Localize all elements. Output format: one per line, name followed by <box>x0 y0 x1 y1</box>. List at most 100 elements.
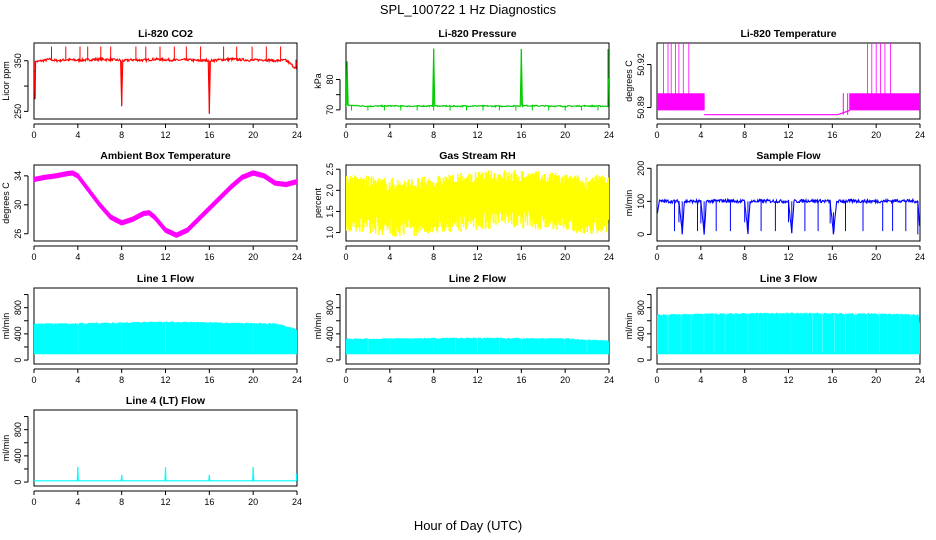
panel-1: Li-820 Pressure kPa 0 4 8 12 16 20 24 70 80 <box>313 28 614 140</box>
x-tick-label: 24 <box>915 130 925 140</box>
plot-frame <box>33 42 298 120</box>
x-tick-label: 12 <box>472 130 482 140</box>
series-band <box>346 337 609 354</box>
x-tick-label: 0 <box>654 375 659 385</box>
x-tick-label: 8 <box>119 252 124 262</box>
data-layer <box>34 321 297 355</box>
x-tick-label: 24 <box>604 130 614 140</box>
series-line <box>657 197 920 235</box>
x-tick-label: 8 <box>742 375 747 385</box>
data-layer <box>34 466 297 482</box>
x-tick-label: 4 <box>75 497 80 507</box>
panel-5: Sample Flow ml/min 0 4 8 12 16 20 24 0 100 200 <box>624 150 925 262</box>
x-tick-label: 8 <box>119 130 124 140</box>
y-tick-label: 800 <box>13 300 23 315</box>
plot-frame <box>345 287 610 365</box>
panel-4: Gas Stream RH percent 0 4 8 12 16 20 24 1.0 1.5 2.0… <box>313 150 614 262</box>
x-tick-label: 8 <box>742 130 747 140</box>
x-tick-label: 16 <box>827 375 837 385</box>
panel-title: Li-820 CO2 <box>138 28 193 40</box>
x-tick-label: 24 <box>915 375 925 385</box>
x-tick-label: 8 <box>119 375 124 385</box>
x-tick-label: 8 <box>119 497 124 507</box>
data-layer <box>657 43 920 116</box>
panel-title: Sample Flow <box>756 150 821 162</box>
x-tick-label: 24 <box>292 252 302 262</box>
x-tick-label: 12 <box>160 497 170 507</box>
y-tick-label: 30 <box>13 200 23 210</box>
y-tick-label: 0 <box>636 232 646 237</box>
y-tick-label: 2.5 <box>325 163 335 176</box>
y-axis-label: ml/min <box>1 435 11 462</box>
x-tick-label: 24 <box>604 375 614 385</box>
y-tick-label: 50.92 <box>636 53 646 76</box>
y-axis-label: ml/min <box>624 190 634 217</box>
panel-title: Ambient Box Temperature <box>100 150 231 162</box>
plot-frame <box>656 42 921 120</box>
y-tick-label: 800 <box>13 422 23 437</box>
x-tick-label: 12 <box>472 252 482 262</box>
x-tick-label: 8 <box>431 130 436 140</box>
plot-frame <box>33 409 298 487</box>
x-tick-label: 24 <box>292 375 302 385</box>
panel-8: Line 3 Flow ml/min 0 4 8 12 16 20 24 0 400 800 <box>624 273 925 385</box>
x-tick-label: 4 <box>698 375 703 385</box>
y-tick-label: 400 <box>636 326 646 341</box>
panel-title: Gas Stream RH <box>439 150 515 162</box>
x-tick-label: 4 <box>75 375 80 385</box>
plot-frame <box>33 164 298 242</box>
panel-3: Ambient Box Temperature degrees C 0 4 8 12 16 2… <box>1 150 302 262</box>
y-tick-label: 200 <box>636 161 646 176</box>
panel-7: Line 2 Flow ml/min 0 4 8 12 16 20 24 0 400 800 <box>313 273 614 385</box>
x-tick-label: 16 <box>516 252 526 262</box>
x-tick-label: 0 <box>654 252 659 262</box>
x-tick-label: 8 <box>742 252 747 262</box>
y-tick-label: 2.0 <box>325 184 335 197</box>
x-axis-title: Hour of Day (UTC) <box>413 518 523 533</box>
x-tick-label: 20 <box>248 375 258 385</box>
x-tick-label: 24 <box>604 252 614 262</box>
x-tick-label: 16 <box>204 130 214 140</box>
y-tick-label: 1.0 <box>325 226 335 239</box>
x-tick-label: 12 <box>783 252 793 262</box>
panel-6: Line 1 Flow ml/min 0 4 8 12 16 20 24 0 400 800 <box>1 273 302 385</box>
x-tick-label: 16 <box>516 130 526 140</box>
series-spikes <box>51 46 282 61</box>
y-axis-label: kPa <box>313 73 323 89</box>
x-tick-label: 20 <box>871 252 881 262</box>
x-tick-label: 16 <box>204 375 214 385</box>
x-tick-label: 20 <box>560 375 570 385</box>
data-layer <box>34 46 297 114</box>
panel-title: Li-820 Pressure <box>438 28 516 40</box>
data-layer <box>657 197 920 235</box>
y-tick-label: 1.5 <box>325 205 335 218</box>
y-tick-label: 350 <box>13 53 23 68</box>
y-axis-label: percent <box>313 187 323 218</box>
y-tick-label: 0 <box>13 480 23 485</box>
x-tick-label: 0 <box>343 375 348 385</box>
panel-9: Line 4 (LT) Flow ml/min 0 4 8 12 16 20 24 0 400 800 <box>1 395 302 507</box>
y-tick-label: 800 <box>325 300 335 315</box>
data-layer <box>346 337 609 355</box>
series-band <box>657 312 920 354</box>
x-tick-label: 0 <box>343 130 348 140</box>
y-axis-label: degrees C <box>1 182 11 224</box>
y-tick-label: 34 <box>13 171 23 181</box>
x-tick-label: 12 <box>472 375 482 385</box>
panel-title: Line 2 Flow <box>449 273 507 285</box>
x-tick-label: 16 <box>827 130 837 140</box>
y-tick-label: 50.89 <box>636 96 646 119</box>
y-tick-label: 0 <box>636 358 646 363</box>
x-tick-label: 20 <box>871 375 881 385</box>
series-spikes <box>663 43 891 108</box>
x-tick-label: 4 <box>698 130 703 140</box>
x-tick-label: 20 <box>560 130 570 140</box>
x-tick-label: 16 <box>827 252 837 262</box>
panel-title: Li-820 Temperature <box>740 28 836 40</box>
x-tick-label: 24 <box>292 497 302 507</box>
y-tick-label: 80 <box>325 74 335 84</box>
y-tick-label: 400 <box>13 448 23 463</box>
x-tick-label: 16 <box>204 252 214 262</box>
data-layer <box>346 48 609 111</box>
y-axis-label: ml/min <box>313 313 323 340</box>
